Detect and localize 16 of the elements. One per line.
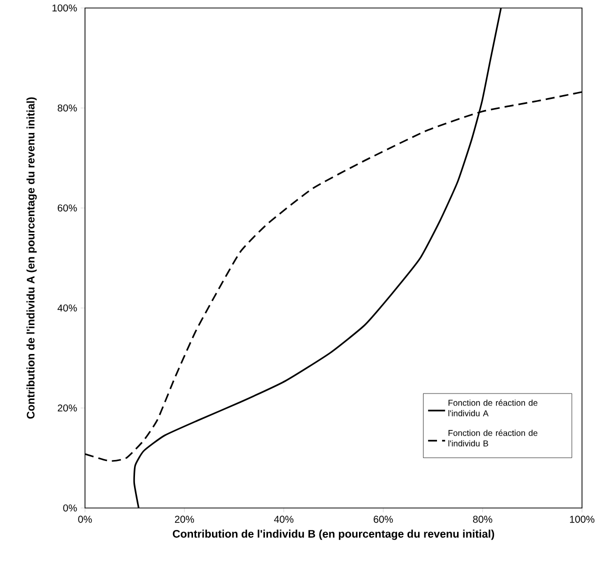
y-tick-label: 60% xyxy=(58,204,77,212)
x-tick-label: 40% xyxy=(274,516,294,523)
legend-label: Fonction de réaction de l'individu B xyxy=(448,430,538,446)
x-tick-label: 80% xyxy=(473,516,492,523)
x-tick-label: 20% xyxy=(174,516,194,523)
y-tick-label: 100% xyxy=(52,4,77,12)
y-axis-title: Contribution de l'individu A (en pourcentage du revenu initial) xyxy=(26,97,37,419)
y-tick-label: 80% xyxy=(58,104,77,112)
x-tick-label: 60% xyxy=(374,516,393,523)
y-tick-label: 0% xyxy=(63,504,77,512)
y-tick-label: 20% xyxy=(58,404,77,412)
x-tick-label: 100% xyxy=(570,516,594,523)
x-tick-label: 0% xyxy=(78,516,92,523)
legend-label: Fonction de réaction de l'individu A xyxy=(448,400,538,416)
x-axis-title: Contribution de l'individu B (en pourcentage du revenu initial) xyxy=(172,530,494,540)
y-tick-label: 40% xyxy=(58,304,77,312)
